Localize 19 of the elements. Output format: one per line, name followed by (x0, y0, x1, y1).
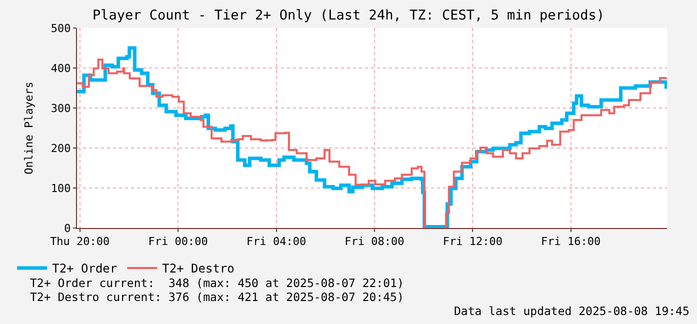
y-tick-label: 100 (50, 182, 71, 195)
text: T2+ Order current: 348 (max: 450 at 2025-08-07 22:01) (30, 276, 404, 290)
x-tick-label: Fri 00:00 (148, 235, 208, 248)
x-tick-label: Thu 20:00 (50, 235, 110, 248)
y-tick-label: 300 (50, 102, 71, 115)
y-tick-label: 500 (50, 22, 71, 35)
y-tick-label: 0 (64, 222, 71, 235)
y-tick-label: 400 (50, 62, 71, 75)
text: Data last updated 2025-08-08 19:45 (454, 304, 690, 318)
x-tick-label: Fri 16:00 (541, 235, 601, 248)
y-tick-label: 200 (50, 142, 71, 155)
legend-label: T2+ Order (52, 262, 118, 276)
chart-title: Player Count - Tier 2+ Only (Last 24h, TZ: CEST, 5 min periods) (92, 7, 605, 24)
text: T2+ Destro current: 376 (max: 421 at 2025-08-07 20:45) (30, 290, 404, 304)
x-tick-label: Fri 08:00 (344, 235, 404, 248)
legend-label: T2+ Destro (162, 262, 234, 276)
x-tick-label: Fri 04:00 (246, 235, 306, 248)
x-tick-label: Fri 12:00 (442, 235, 502, 248)
y-axis-title: Online Players (22, 82, 36, 174)
